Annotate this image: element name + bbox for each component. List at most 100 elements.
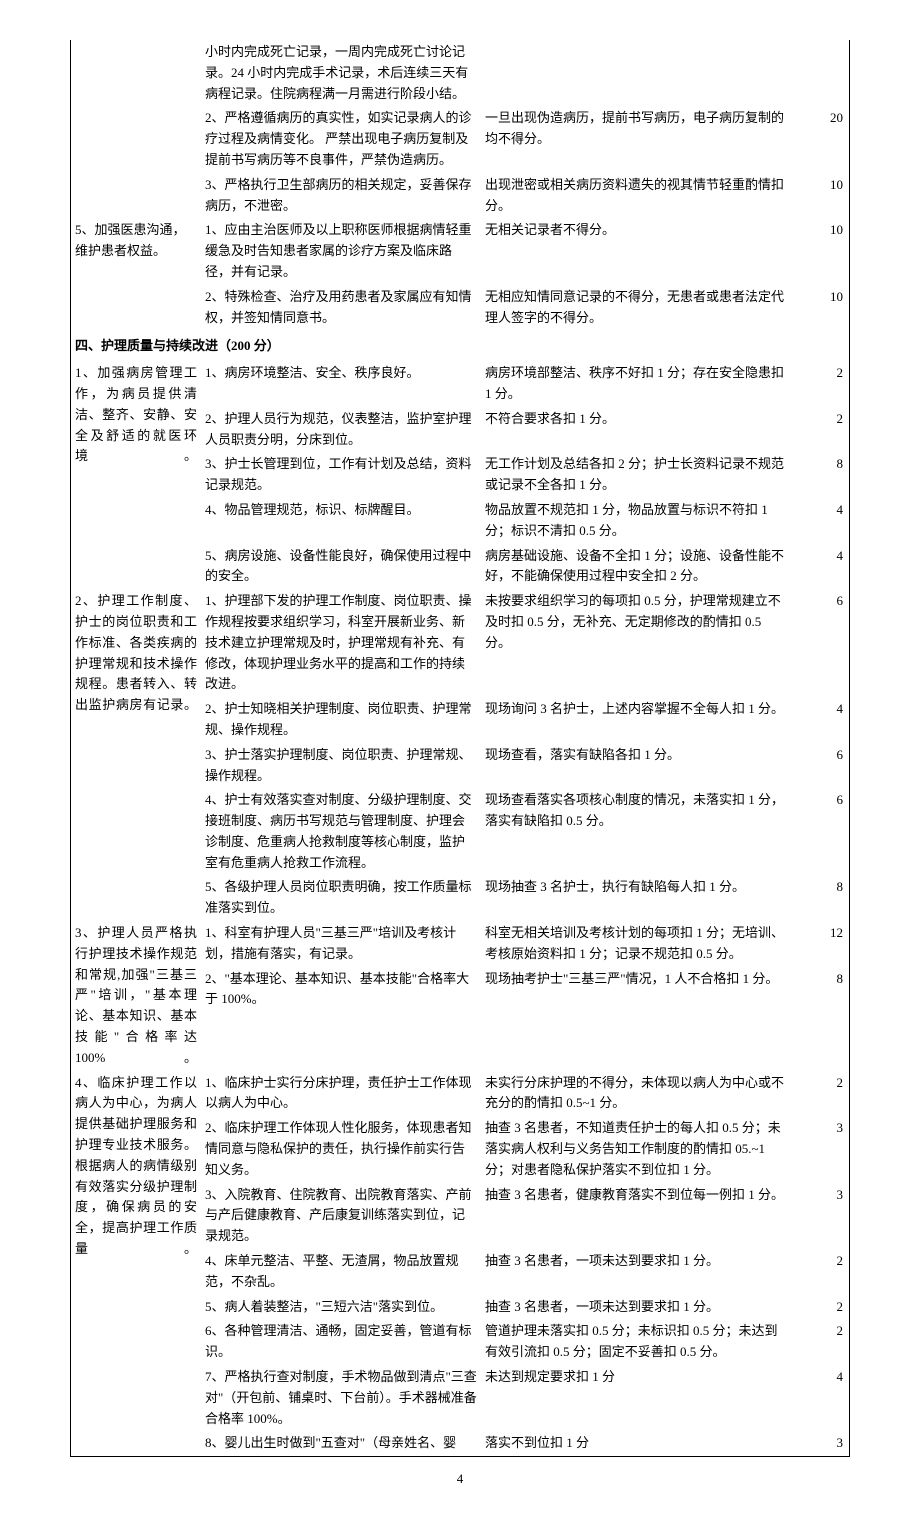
score-cell: 2 [791,1319,847,1365]
table-subrow: 2、临床护理工作体现人性化服务，体现患者知情同意与隐私保护的责任，执行操作前实行… [201,1116,849,1182]
scoring-cell: 管道护理未落实扣 0.5 分；未标识扣 0.5 分；未达到有效引流扣 0.5 分… [481,1319,791,1365]
score-cell: 12 [791,921,847,967]
table-subrow: 4、床单元整洁、平整、无渣屑，物品放置规范，不杂乱。抽查 3 名患者，一项未达到… [201,1249,849,1295]
criteria-cell: 2、护理工作制度、护士的岗位职责和工作标准、各类疾病的护理常规和技术操作规程。患… [71,589,201,921]
standard-cell: 5、病人着装整洁，"三短六洁"落实到位。 [201,1295,481,1320]
criteria-cell: 5、加强医患沟通，维护患者权益。 [71,218,201,284]
standard-cell: 5、各级护理人员岗位职责明确，按工作质量标准落实到位。 [201,875,481,921]
table-subrow: 5、各级护理人员岗位职责明确，按工作质量标准落实到位。现场抽查 3 名护士，执行… [201,875,849,921]
score-cell: 8 [791,452,847,498]
subrows-wrapper: 1、临床护士实行分床护理，责任护士工作体现以病人为中心。未实行分床护理的不得分，… [201,1071,849,1457]
table-subrow: 8、婴儿出生时做到"五查对"（母亲姓名、婴落实不到位扣 1 分3 [201,1431,849,1456]
score-cell: 4 [791,498,847,544]
table-row: 5、加强医患沟通，维护患者权益。1、应由主治医师及以上职称医师根据病情轻重缓急及… [71,218,849,284]
scoring-cell [481,40,791,106]
score-cell: 3 [791,1183,847,1249]
scoring-cell: 未达到规定要求扣 1 分 [481,1365,791,1431]
table-subrow: 6、各种管理清洁、通畅，固定妥善，管道有标识。管道护理未落实扣 0.5 分；未标… [201,1319,849,1365]
scoring-cell: 落实不到位扣 1 分 [481,1431,791,1456]
table-subrow: 5、病房设施、设备性能良好，确保使用过程中的安全。病房基础设施、设备不全扣 1 … [201,544,849,590]
score-cell: 4 [791,697,847,743]
table-subrow: 4、护士有效落实查对制度、分级护理制度、交接班制度、病历书写规范与管理制度、护理… [201,788,849,875]
criteria-cell: 3、护理人员严格执行护理技术操作规范和常规,加强"三基三严"培训，"基本理论、基… [71,921,201,1071]
score-cell: 3 [791,1431,847,1456]
scoring-cell: 抽查 3 名患者，一项未达到要求扣 1 分。 [481,1249,791,1295]
scoring-cell: 物品放置不规范扣 1 分，物品放置与标识不符扣 1 分；标识不清扣 0.5 分。 [481,498,791,544]
standard-cell: 1、护理部下发的护理工作制度、岗位职责、操作规程按要求组织学习，科室开展新业务、… [201,589,481,697]
standard-cell: 4、物品管理规范，标识、标牌醒目。 [201,498,481,544]
standard-cell: 1、病房环境整洁、安全、秩序良好。 [201,361,481,407]
standard-cell: 3、严格执行卫生部病历的相关规定，妥善保存病历，不泄密。 [201,173,481,219]
criteria-cell [71,285,201,331]
scoring-cell: 出现泄密或相关病历资料遗失的视其情节轻重酌情扣分。 [481,173,791,219]
criteria-cell [71,173,201,219]
table-subrow: 1、科室有护理人员"三基三严"培训及考核计划，措施有落实，有记录。科室无相关培训… [201,921,849,967]
table-subrow: 2、护士知晓相关护理制度、岗位职责、护理常规、操作规程。现场询问 3 名护士，上… [201,697,849,743]
scoring-cell: 病房基础设施、设备不全扣 1 分；设施、设备性能不好，不能确保使用过程中安全扣 … [481,544,791,590]
table-subrow: 2、护理人员行为规范，仪表整洁，监护室护理人员职责分明，分床到位。不符合要求各扣… [201,407,849,453]
score-cell: 6 [791,589,847,697]
subrows-wrapper: 1、护理部下发的护理工作制度、岗位职责、操作规程按要求组织学习，科室开展新业务、… [201,589,849,921]
scoring-cell: 无相应知情同意记录的不得分，无患者或患者法定代理人签字的不得分。 [481,285,791,331]
score-cell: 2 [791,1295,847,1320]
standard-cell: 6、各种管理清洁、通畅，固定妥善，管道有标识。 [201,1319,481,1365]
score-cell: 2 [791,1071,847,1117]
score-cell: 10 [791,173,847,219]
criteria-cell [71,106,201,172]
score-cell: 20 [791,106,847,172]
score-cell: 4 [791,1365,847,1431]
scoring-cell: 抽查 3 名患者，健康教育落实不到位每一例扣 1 分。 [481,1183,791,1249]
standard-cell: 小时内完成死亡记录，一周内完成死亡讨论记录。24 小时内完成手术记录，术后连续三… [201,40,481,106]
score-cell: 10 [791,218,847,284]
score-cell: 2 [791,407,847,453]
score-cell: 2 [791,1249,847,1295]
scoring-cell: 科室无相关培训及考核计划的每项扣 1 分；无培训、考核原始资料扣 1 分；记录不… [481,921,791,967]
scoring-cell: 现场询问 3 名护士，上述内容掌握不全每人扣 1 分。 [481,697,791,743]
table-row: 2、严格遵循病历的真实性，如实记录病人的诊疗过程及病情变化。 严禁出现电子病历复… [71,106,849,172]
scoring-cell: 未实行分床护理的不得分，未体现以病人为中心或不充分的酌情扣 0.5~1 分。 [481,1071,791,1117]
score-cell: 3 [791,1116,847,1182]
table-subrow: 1、病房环境整洁、安全、秩序良好。病房环境部整洁、秩序不好扣 1 分；存在安全隐… [201,361,849,407]
scoring-cell: 抽查 3 名患者，一项未达到要求扣 1 分。 [481,1295,791,1320]
standard-cell: 2、护士知晓相关护理制度、岗位职责、护理常规、操作规程。 [201,697,481,743]
subrows-wrapper: 1、病房环境整洁、安全、秩序良好。病房环境部整洁、秩序不好扣 1 分；存在安全隐… [201,361,849,589]
standard-cell: 7、严格执行查对制度，手术物品做到清点"三查对"（开包前、铺桌时、下台前）。手术… [201,1365,481,1431]
table-row: 3、严格执行卫生部病历的相关规定，妥善保存病历，不泄密。出现泄密或相关病历资料遗… [71,173,849,219]
scoring-cell: 现场抽查 3 名护士，执行有缺陷每人扣 1 分。 [481,875,791,921]
score-cell: 6 [791,788,847,875]
criteria-cell: 4、临床护理工作以病人为中心，为病人提供基础护理服务和护理专业技术服务。根据病人… [71,1071,201,1457]
subrows-wrapper: 1、科室有护理人员"三基三严"培训及考核计划，措施有落实，有记录。科室无相关培训… [201,921,849,1071]
standard-cell: 3、入院教育、住院教育、出院教育落实、产前与产后健康教育、产后康复训练落实到位，… [201,1183,481,1249]
table-group-row: 2、护理工作制度、护士的岗位职责和工作标准、各类疾病的护理常规和技术操作规程。患… [71,589,849,921]
page-number: 4 [70,1469,850,1490]
scoring-cell: 抽查 3 名患者，不知道责任护士的每人扣 0.5 分；未落实病人权利与义务告知工… [481,1116,791,1182]
criteria-cell: 1、加强病房管理工作，为病员提供清洁、整齐、安静、安全及舒适的就医环境。 [71,361,201,589]
standard-cell: 1、临床护士实行分床护理，责任护士工作体现以病人为中心。 [201,1071,481,1117]
standard-cell: 2、"基本理论、基本知识、基本技能"合格率大于 100%。 [201,967,481,1013]
table-subrow: 4、物品管理规范，标识、标牌醒目。物品放置不规范扣 1 分，物品放置与标识不符扣… [201,498,849,544]
table-group-row: 1、加强病房管理工作，为病员提供清洁、整齐、安静、安全及舒适的就医环境。1、病房… [71,361,849,589]
table-subrow: 7、严格执行查对制度，手术物品做到清点"三查对"（开包前、铺桌时、下台前）。手术… [201,1365,849,1431]
scoring-cell: 病房环境部整洁、秩序不好扣 1 分；存在安全隐患扣 1 分。 [481,361,791,407]
score-cell [791,40,847,106]
score-cell: 8 [791,967,847,1013]
table-subrow: 5、病人着装整洁，"三短六洁"落实到位。抽查 3 名患者，一项未达到要求扣 1 … [201,1295,849,1320]
standard-cell: 2、严格遵循病历的真实性，如实记录病人的诊疗过程及病情变化。 严禁出现电子病历复… [201,106,481,172]
table-row: 小时内完成死亡记录，一周内完成死亡讨论记录。24 小时内完成手术记录，术后连续三… [71,40,849,106]
standard-cell: 4、床单元整洁、平整、无渣屑，物品放置规范，不杂乱。 [201,1249,481,1295]
table-subrow: 1、护理部下发的护理工作制度、岗位职责、操作规程按要求组织学习，科室开展新业务、… [201,589,849,697]
criteria-cell [71,40,201,106]
standard-cell: 2、护理人员行为规范，仪表整洁，监护室护理人员职责分明，分床到位。 [201,407,481,453]
standard-cell: 2、临床护理工作体现人性化服务，体现患者知情同意与隐私保护的责任，执行操作前实行… [201,1116,481,1182]
table-subrow: 2、"基本理论、基本知识、基本技能"合格率大于 100%。现场抽考护士"三基三严… [201,967,849,1013]
standard-cell: 1、科室有护理人员"三基三严"培训及考核计划，措施有落实，有记录。 [201,921,481,967]
table-subrow: 1、临床护士实行分床护理，责任护士工作体现以病人为中心。未实行分床护理的不得分，… [201,1071,849,1117]
standard-cell: 5、病房设施、设备性能良好，确保使用过程中的安全。 [201,544,481,590]
scoring-cell: 现场查看落实各项核心制度的情况，未落实扣 1 分，落实有缺陷扣 0.5 分。 [481,788,791,875]
score-cell: 4 [791,544,847,590]
scoring-cell: 现场抽考护士"三基三严"情况，1 人不合格扣 1 分。 [481,967,791,1013]
section-header: 四、护理质量与持续改进（200 分） [71,330,849,361]
table-subrow: 3、入院教育、住院教育、出院教育落实、产前与产后健康教育、产后康复训练落实到位，… [201,1183,849,1249]
standard-cell: 4、护士有效落实查对制度、分级护理制度、交接班制度、病历书写规范与管理制度、护理… [201,788,481,875]
table-group-row: 4、临床护理工作以病人为中心，为病人提供基础护理服务和护理专业技术服务。根据病人… [71,1071,849,1457]
